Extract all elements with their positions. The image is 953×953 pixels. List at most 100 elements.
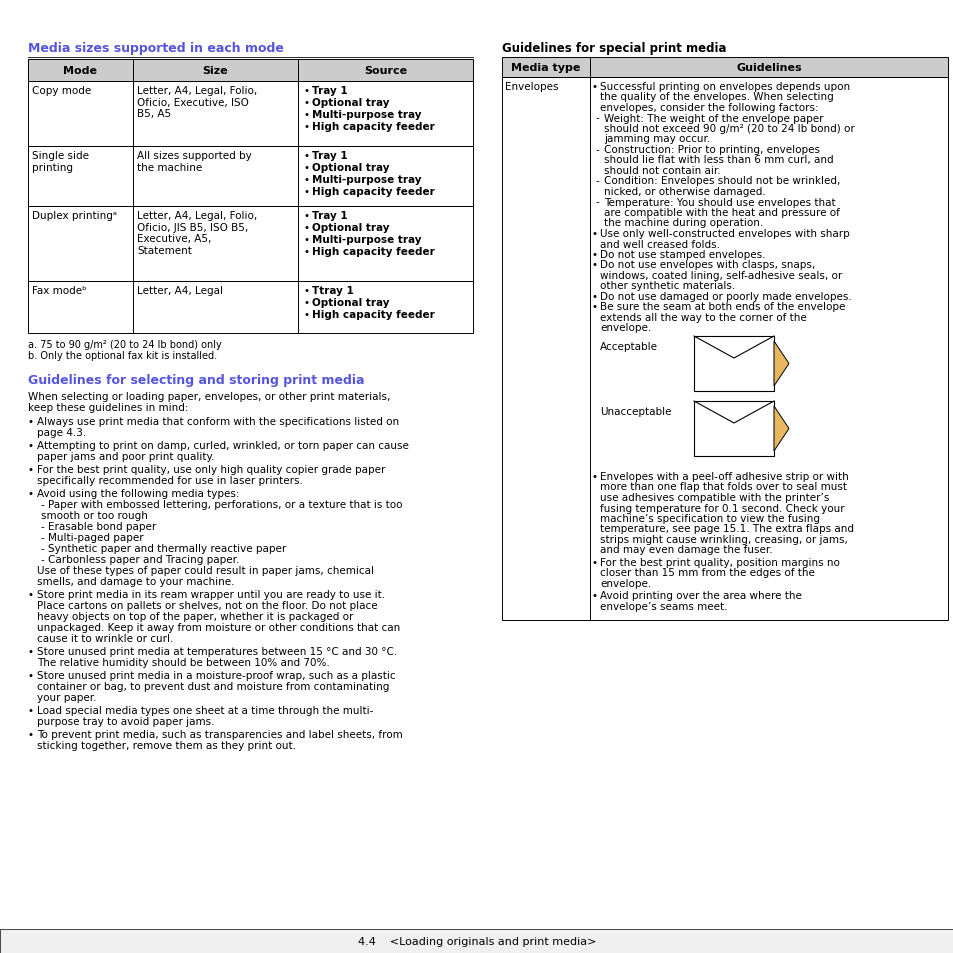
Text: Always use print media that conform with the specifications listed on: Always use print media that conform with… xyxy=(37,416,398,427)
Text: For the best print quality, position margins no: For the best print quality, position mar… xyxy=(599,558,839,567)
Text: Unacceptable: Unacceptable xyxy=(599,407,671,416)
Text: •: • xyxy=(304,187,310,196)
Text: •: • xyxy=(304,297,310,308)
Bar xyxy=(28,82,473,147)
Text: -: - xyxy=(596,113,599,123)
Text: •: • xyxy=(28,705,34,716)
Text: High capacity feeder: High capacity feeder xyxy=(312,187,435,196)
Text: Attempting to print on damp, curled, wrinkled, or torn paper can cause: Attempting to print on damp, curled, wri… xyxy=(37,440,409,451)
Text: All sizes supported by
the machine: All sizes supported by the machine xyxy=(137,151,252,172)
Text: other synthetic materials.: other synthetic materials. xyxy=(599,281,735,292)
Text: - Carbonless paper and Tracing paper.: - Carbonless paper and Tracing paper. xyxy=(41,555,239,564)
Text: •: • xyxy=(304,122,310,132)
Bar xyxy=(693,336,773,392)
Text: Multi-purpose tray: Multi-purpose tray xyxy=(312,174,421,185)
Text: •: • xyxy=(28,416,34,427)
Bar xyxy=(28,282,473,334)
Text: Do not use damaged or poorly made envelopes.: Do not use damaged or poorly made envelo… xyxy=(599,292,851,302)
Text: Duplex printingᵃ: Duplex printingᵃ xyxy=(32,211,117,221)
Text: use adhesives compatible with the printer’s: use adhesives compatible with the printe… xyxy=(599,493,828,502)
Text: Copy mode: Copy mode xyxy=(32,86,91,96)
Text: •: • xyxy=(592,82,598,91)
Text: •: • xyxy=(28,464,34,475)
Text: -: - xyxy=(596,197,599,208)
Text: Place cartons on pallets or shelves, not on the floor. Do not place: Place cartons on pallets or shelves, not… xyxy=(37,600,377,610)
Text: -: - xyxy=(596,145,599,154)
Text: •: • xyxy=(592,472,598,481)
Text: High capacity feeder: High capacity feeder xyxy=(312,247,435,256)
Text: specifically recommended for use in laser printers.: specifically recommended for use in lase… xyxy=(37,476,302,485)
Text: container or bag, to prevent dust and moisture from contaminating: container or bag, to prevent dust and mo… xyxy=(37,681,389,691)
Text: •: • xyxy=(304,234,310,245)
Text: Avoid using the following media types:: Avoid using the following media types: xyxy=(37,489,239,498)
Text: •: • xyxy=(304,151,310,161)
Polygon shape xyxy=(773,341,788,387)
Text: •: • xyxy=(28,489,34,498)
Text: - Paper with embossed lettering, perforations, or a texture that is too: - Paper with embossed lettering, perfora… xyxy=(41,499,402,510)
Text: Media type: Media type xyxy=(511,63,580,73)
Text: Construction: Prior to printing, envelopes: Construction: Prior to printing, envelop… xyxy=(603,145,820,154)
Text: more than one flap that folds over to seal must: more than one flap that folds over to se… xyxy=(599,482,846,492)
Text: •: • xyxy=(592,260,598,271)
Text: - Erasable bond paper: - Erasable bond paper xyxy=(41,521,156,532)
Text: Optional tray: Optional tray xyxy=(312,163,389,172)
Text: Media sizes supported in each mode: Media sizes supported in each mode xyxy=(28,42,284,55)
Text: b. Only the optional fax kit is installed.: b. Only the optional fax kit is installe… xyxy=(28,351,217,360)
Text: Envelopes: Envelopes xyxy=(504,82,558,91)
Text: heavy objects on top of the paper, whether it is packaged or: heavy objects on top of the paper, wheth… xyxy=(37,612,353,621)
Text: Optional tray: Optional tray xyxy=(312,98,389,108)
Text: Do not use stamped envelopes.: Do not use stamped envelopes. xyxy=(599,250,764,260)
Text: •: • xyxy=(592,302,598,313)
Text: Optional tray: Optional tray xyxy=(312,297,389,308)
Text: High capacity feeder: High capacity feeder xyxy=(312,122,435,132)
Text: 4.4    <Loading originals and print media>: 4.4 <Loading originals and print media> xyxy=(357,936,596,946)
Text: your paper.: your paper. xyxy=(37,692,96,702)
Text: The relative humidity should be between 10% and 70%.: The relative humidity should be between … xyxy=(37,658,330,667)
Text: Ttray 1: Ttray 1 xyxy=(312,286,354,295)
Text: •: • xyxy=(592,591,598,601)
Text: Tray 1: Tray 1 xyxy=(312,211,347,221)
Text: To prevent print media, such as transparencies and label sheets, from: To prevent print media, such as transpar… xyxy=(37,729,402,740)
Text: - Synthetic paper and thermally reactive paper: - Synthetic paper and thermally reactive… xyxy=(41,543,286,554)
Text: paper jams and poor print quality.: paper jams and poor print quality. xyxy=(37,452,214,461)
Text: •: • xyxy=(304,174,310,185)
Bar xyxy=(28,147,473,207)
Text: High capacity feeder: High capacity feeder xyxy=(312,310,435,319)
Text: •: • xyxy=(304,86,310,96)
Text: Guidelines for selecting and storing print media: Guidelines for selecting and storing pri… xyxy=(28,374,364,387)
Text: keep these guidelines in mind:: keep these guidelines in mind: xyxy=(28,402,189,413)
Text: envelope.: envelope. xyxy=(599,323,651,334)
Text: temperature, see page 15.1. The extra flaps and: temperature, see page 15.1. The extra fl… xyxy=(599,524,853,534)
Text: •: • xyxy=(592,229,598,239)
Text: Acceptable: Acceptable xyxy=(599,341,658,352)
Text: Load special media types one sheet at a time through the multi-: Load special media types one sheet at a … xyxy=(37,705,373,716)
Text: extends all the way to the corner of the: extends all the way to the corner of the xyxy=(599,313,806,323)
Text: Condition: Envelopes should not be wrinkled,: Condition: Envelopes should not be wrink… xyxy=(603,176,840,186)
Text: •: • xyxy=(304,286,310,295)
Bar xyxy=(501,78,947,619)
Text: •: • xyxy=(304,223,310,233)
Text: •: • xyxy=(304,110,310,120)
Text: Use only well-constructed envelopes with sharp: Use only well-constructed envelopes with… xyxy=(599,229,849,239)
Text: envelope’s seams meet.: envelope’s seams meet. xyxy=(599,601,727,612)
Text: Tray 1: Tray 1 xyxy=(312,86,347,96)
Text: Source: Source xyxy=(363,66,407,76)
Text: When selecting or loading paper, envelopes, or other print materials,: When selecting or loading paper, envelop… xyxy=(28,392,390,401)
Text: and may even damage the fuser.: and may even damage the fuser. xyxy=(599,545,772,555)
Text: - Multi-paged paper: - Multi-paged paper xyxy=(41,533,144,542)
Text: Tray 1: Tray 1 xyxy=(312,151,347,161)
Text: sticking together, remove them as they print out.: sticking together, remove them as they p… xyxy=(37,740,295,750)
Bar xyxy=(28,207,473,282)
Text: Store unused print media in a moisture-proof wrap, such as a plastic: Store unused print media in a moisture-p… xyxy=(37,670,395,680)
Text: Do not use envelopes with clasps, snaps,: Do not use envelopes with clasps, snaps, xyxy=(599,260,815,271)
Text: •: • xyxy=(304,310,310,319)
Text: Size: Size xyxy=(202,66,228,76)
Text: a. 75 to 90 g/m² (20 to 24 lb bond) only: a. 75 to 90 g/m² (20 to 24 lb bond) only xyxy=(28,339,221,350)
Text: purpose tray to avoid paper jams.: purpose tray to avoid paper jams. xyxy=(37,717,214,726)
Text: envelopes, consider the following factors:: envelopes, consider the following factor… xyxy=(599,103,818,112)
Text: envelope.: envelope. xyxy=(599,578,651,588)
Text: •: • xyxy=(28,670,34,680)
Text: •: • xyxy=(592,558,598,567)
Bar xyxy=(693,401,773,456)
Text: •: • xyxy=(28,589,34,599)
